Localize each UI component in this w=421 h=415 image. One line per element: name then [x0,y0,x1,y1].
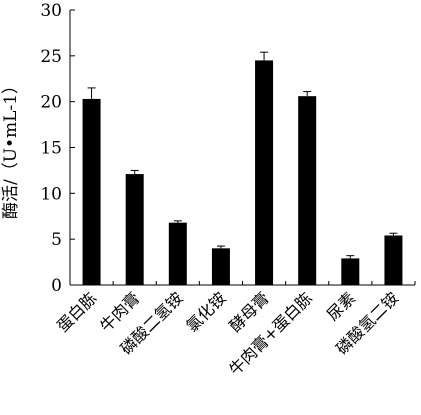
bar [211,248,230,285]
bar [82,98,101,286]
bars [82,51,416,286]
y-tick-label: 15 [40,139,62,159]
y-axis-label: 酶活/（U•mL-1） [1,77,21,219]
bar [298,96,317,286]
y-tick-label: 20 [40,93,62,113]
bar [168,222,187,285]
bar [384,235,403,285]
bar [341,258,360,285]
x-tick-label: 尿素 [323,288,359,324]
bar [125,174,144,285]
y-tick-label: 5 [51,230,62,250]
y-tick-label: 30 [40,1,62,21]
bar [255,60,274,285]
y-tick-label: 0 [51,276,62,296]
y-tick-label: 25 [40,47,62,67]
y-ticks: 0 5 10 15 20 25 30 [40,1,75,296]
x-tick-label: 氯化铵 [182,288,229,335]
y-tick-label: 10 [40,184,62,204]
